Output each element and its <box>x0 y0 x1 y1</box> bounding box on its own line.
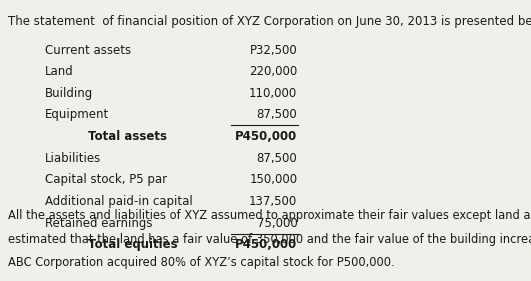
Text: ABC Corporation acquired 80% of XYZ’s capital stock for P500,000.: ABC Corporation acquired 80% of XYZ’s ca… <box>8 256 395 269</box>
Text: P32,500: P32,500 <box>250 44 297 56</box>
Text: Capital stock, P5 par: Capital stock, P5 par <box>45 173 167 186</box>
Text: 220,000: 220,000 <box>249 65 297 78</box>
Text: 150,000: 150,000 <box>249 173 297 186</box>
Text: 87,500: 87,500 <box>256 152 297 165</box>
Text: 87,500: 87,500 <box>256 108 297 121</box>
Text: Land: Land <box>45 65 74 78</box>
Text: Retained earnings: Retained earnings <box>45 217 152 230</box>
Text: Equipment: Equipment <box>45 108 109 121</box>
Text: All the assets and liabilities of XYZ assumed to approximate their fair values e: All the assets and liabilities of XYZ as… <box>8 209 531 222</box>
Text: P450,000: P450,000 <box>235 238 297 251</box>
Text: Liabilities: Liabilities <box>45 152 101 165</box>
Text: The statement  of financial position of XYZ Corporation on June 30, 2013 is pres: The statement of financial position of X… <box>8 15 531 28</box>
Text: Building: Building <box>45 87 93 100</box>
Text: P450,000: P450,000 <box>235 130 297 143</box>
Text: 75,000: 75,000 <box>256 217 297 230</box>
Text: 110,000: 110,000 <box>249 87 297 100</box>
Text: Total equities: Total equities <box>88 238 177 251</box>
Text: Current assets: Current assets <box>45 44 131 56</box>
Text: Additional paid-in capital: Additional paid-in capital <box>45 195 193 208</box>
Text: estimated that the land has a fair value of 350,000 and the fair value of the bu: estimated that the land has a fair value… <box>8 233 531 246</box>
Text: 137,500: 137,500 <box>249 195 297 208</box>
Text: Total assets: Total assets <box>88 130 167 143</box>
